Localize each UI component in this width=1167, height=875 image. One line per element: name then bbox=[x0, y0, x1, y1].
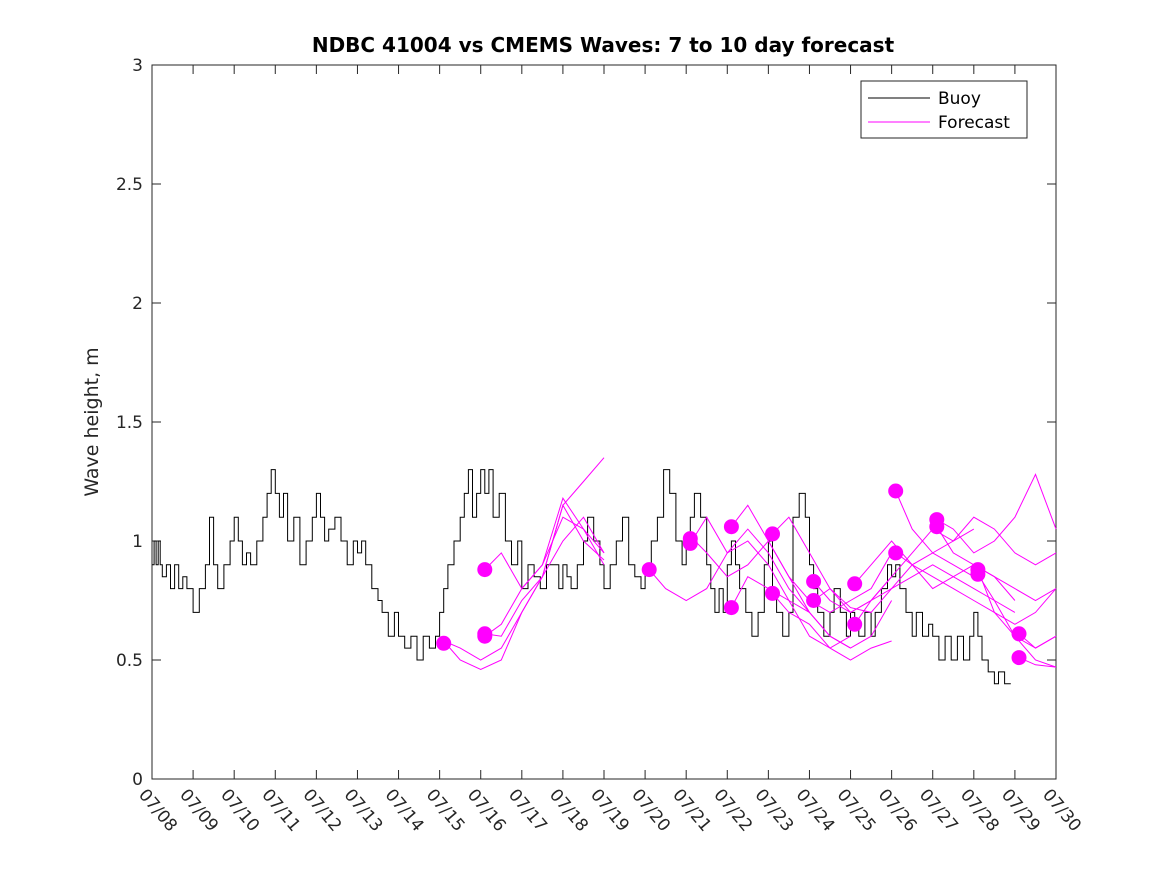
forecast-start-point bbox=[1011, 626, 1027, 642]
plot-area bbox=[151, 64, 1057, 780]
forecast-start-point bbox=[765, 585, 780, 601]
forecast-run-line-16 bbox=[895, 490, 1057, 566]
chart-title: NDBC 41004 vs CMEMS Waves: 7 to 10 day f… bbox=[312, 33, 895, 57]
y-tick-label: 2.5 bbox=[116, 175, 143, 195]
legend-buoy-label: Buoy bbox=[938, 89, 981, 109]
forecast-start-point bbox=[477, 628, 493, 644]
forecast-start-point bbox=[847, 616, 863, 632]
forecast-start-point bbox=[641, 562, 657, 578]
forecast-start-point bbox=[436, 635, 452, 651]
legend: Buoy Forecast bbox=[860, 80, 1028, 139]
forecast-start-point bbox=[806, 593, 822, 608]
forecast-start-point bbox=[723, 519, 739, 535]
forecast-run-line-12 bbox=[813, 528, 975, 613]
forecast-start-point bbox=[847, 576, 863, 592]
forecast-run-line-9 bbox=[730, 576, 893, 649]
forecast-run-line-17 bbox=[895, 552, 1057, 625]
forecast-run-line-3 bbox=[484, 504, 605, 637]
forecast-start-point bbox=[477, 562, 493, 578]
data-layer bbox=[152, 457, 1057, 685]
forecast-start-point bbox=[806, 574, 822, 589]
y-tick-label: 0 bbox=[132, 770, 143, 790]
forecast-run-line-15 bbox=[854, 564, 1016, 625]
forecast-run-line-11 bbox=[772, 593, 892, 661]
forecast-run-line-7 bbox=[689, 516, 851, 649]
forecast-start-point bbox=[970, 566, 986, 582]
y-tick-label: 0.5 bbox=[116, 651, 143, 671]
forecast-run-line-18 bbox=[936, 473, 1057, 554]
forecast-start-point bbox=[888, 545, 904, 561]
forecast-run-line-19 bbox=[936, 526, 1057, 602]
forecast-start-point bbox=[765, 526, 780, 542]
y-tick-label: 1 bbox=[132, 532, 143, 552]
forecast-start-point bbox=[929, 519, 945, 535]
forecast-start-point bbox=[682, 535, 698, 551]
y-tick-label: 3 bbox=[132, 56, 143, 76]
legend-forecast-label: Forecast bbox=[938, 113, 1010, 133]
legend-box bbox=[860, 80, 1028, 139]
y-axis-label: Wave height, m bbox=[81, 347, 103, 496]
forecast-start-point bbox=[888, 483, 904, 499]
y-tick-label: 2 bbox=[132, 294, 143, 314]
forecast-start-point bbox=[723, 600, 739, 616]
forecast-run-line-1 bbox=[443, 457, 605, 671]
forecast-run-line-4 bbox=[484, 516, 605, 637]
forecast-start-point bbox=[1011, 650, 1027, 666]
y-tick-label: 1.5 bbox=[116, 413, 143, 433]
